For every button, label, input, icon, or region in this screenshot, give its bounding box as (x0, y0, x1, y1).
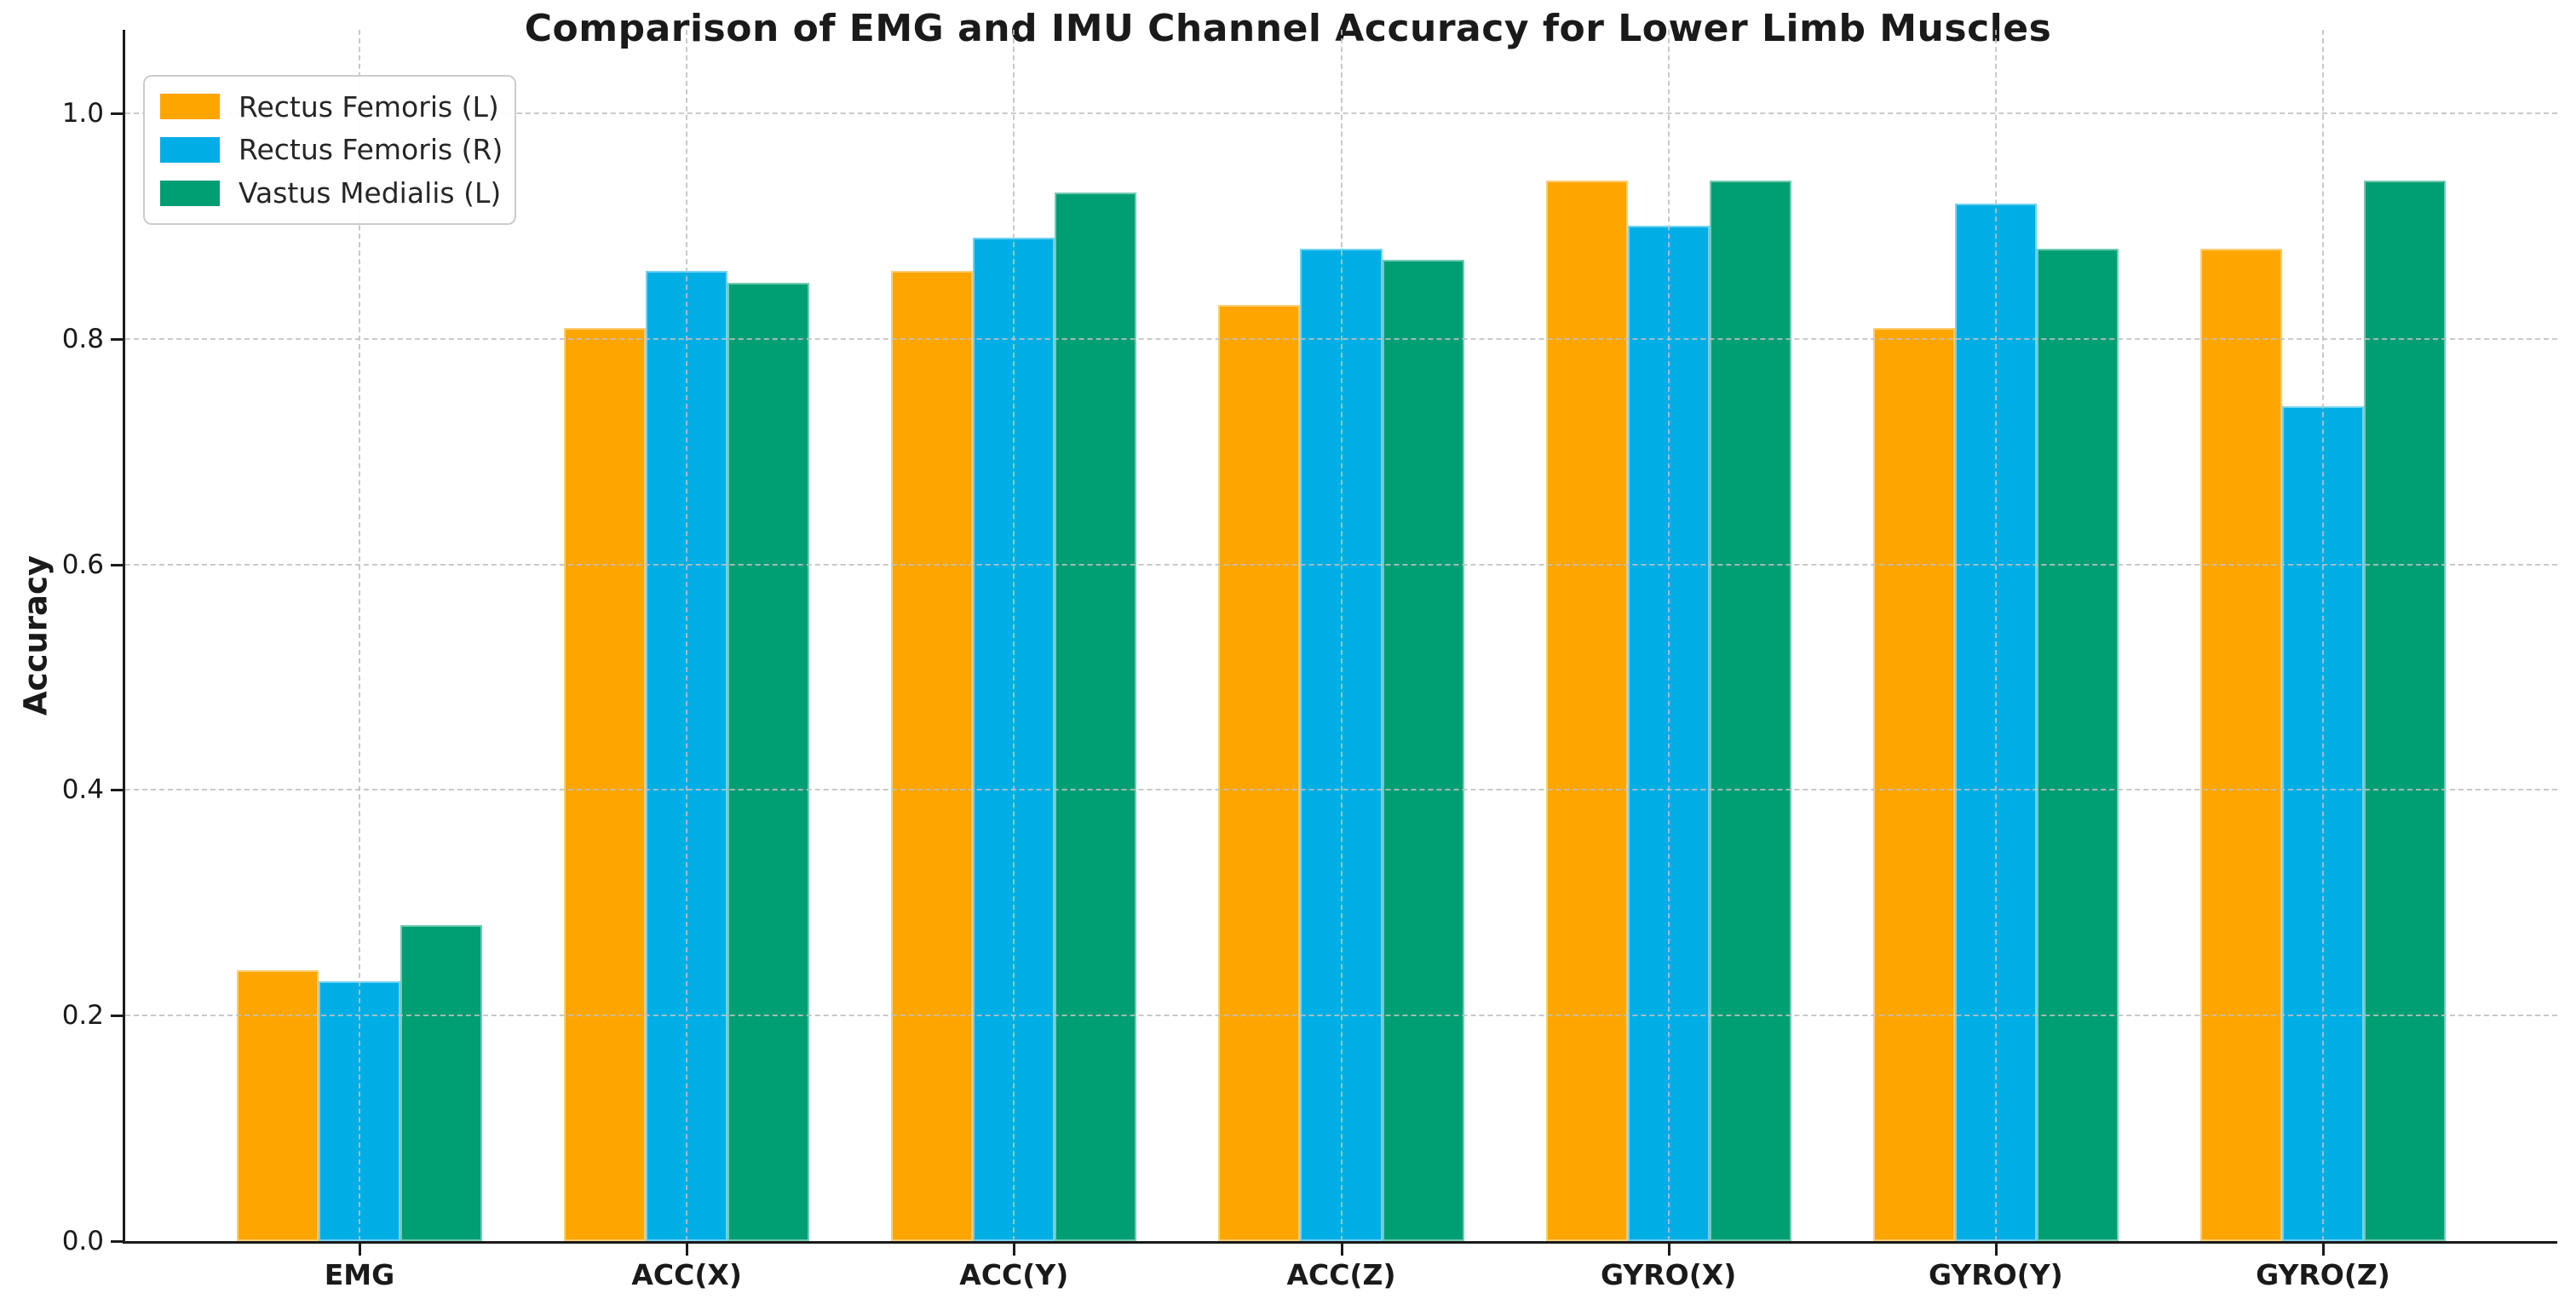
bar-GYRO(Y)-Vastus Medialis (L) (2036, 248, 2119, 1241)
y-axis-spine (123, 30, 125, 1244)
x-tick-mark (2322, 1244, 2325, 1256)
bar-GYRO(Z)-Rectus Femoris (L) (2199, 248, 2282, 1241)
x-tick-label: ACC(X) (631, 1258, 742, 1291)
x-tick-label: ACC(Z) (1286, 1258, 1396, 1291)
x-axis-spine (123, 1241, 2557, 1244)
x-tick-mark (1013, 1244, 1016, 1256)
bar-GYRO(X)-Vastus Medialis (L) (1709, 181, 1791, 1241)
legend-swatch-blue (160, 136, 220, 163)
x-tick-mark (1667, 1244, 1670, 1256)
x-tick-label: GYRO(Y) (1928, 1258, 2063, 1291)
bar-ACC(Z)-Rectus Femoris (L) (1218, 305, 1301, 1241)
v-gridline (359, 30, 360, 1241)
x-tick-label: EMG (324, 1258, 395, 1291)
legend-item: Rectus Femoris (R) (160, 133, 503, 166)
bar-GYRO(X)-Rectus Femoris (L) (1545, 181, 1628, 1241)
v-gridline (1667, 30, 1670, 1241)
y-tick-mark (111, 1240, 123, 1243)
bar-ACC(X)-Vastus Medialis (L) (727, 282, 810, 1241)
y-tick-label: 0.4 (61, 774, 104, 806)
legend-item: Vastus Medialis (L) (160, 176, 502, 210)
v-gridline (1340, 30, 1343, 1241)
x-tick-mark (686, 1244, 689, 1256)
x-tick-label: GYRO(Z) (2256, 1258, 2390, 1291)
y-tick-mark (111, 337, 123, 341)
y-tick-label: 0.6 (61, 549, 104, 580)
y-tick-mark (111, 563, 123, 566)
v-gridline (1013, 30, 1015, 1241)
bar-EMG-Vastus Medialis (L) (400, 925, 483, 1241)
legend: Rectus Femoris (L) Rectus Femoris (R) Va… (143, 75, 516, 225)
chart-title: Comparison of EMG and IMU Channel Accura… (524, 7, 2052, 50)
y-tick-mark (111, 112, 123, 115)
legend-swatch-green (160, 180, 220, 206)
legend-label: Rectus Femoris (R) (239, 133, 503, 167)
x-tick-mark (1994, 1244, 1998, 1256)
y-tick-label: 0.0 (61, 1226, 104, 1256)
x-tick-mark (1340, 1244, 1343, 1256)
bar-ACC(X)-Rectus Femoris (L) (564, 327, 647, 1241)
legend-label: Vastus Medialis (L) (239, 176, 502, 210)
y-tick-mark (111, 1015, 123, 1018)
legend-label: Rectus Femoris (L) (239, 89, 499, 124)
bar-ACC(Y)-Rectus Femoris (L) (891, 271, 974, 1241)
legend-swatch-orange (160, 94, 220, 120)
x-tick-mark (359, 1244, 361, 1256)
y-tick-label: 0.8 (61, 323, 104, 354)
bar-ACC(Z)-Vastus Medialis (L) (1382, 260, 1464, 1241)
legend-item: Rectus Femoris (L) (160, 90, 499, 124)
bar-GYRO(Y)-Rectus Femoris (L) (1872, 327, 1955, 1241)
y-tick-label: 0.2 (61, 1000, 104, 1032)
x-tick-label: ACC(Y) (959, 1258, 1069, 1291)
bar-EMG-Rectus Femoris (L) (236, 970, 319, 1241)
v-gridline (1994, 30, 1997, 1241)
x-tick-label: GYRO(X) (1600, 1258, 1737, 1291)
v-gridline (2322, 30, 2324, 1241)
v-gridline (686, 30, 688, 1241)
bar-ACC(Y)-Vastus Medialis (L) (1055, 192, 1137, 1241)
y-tick-label: 1.0 (61, 97, 104, 129)
bar-GYRO(Z)-Vastus Medialis (L) (2364, 181, 2447, 1241)
y-tick-mark (111, 789, 123, 792)
